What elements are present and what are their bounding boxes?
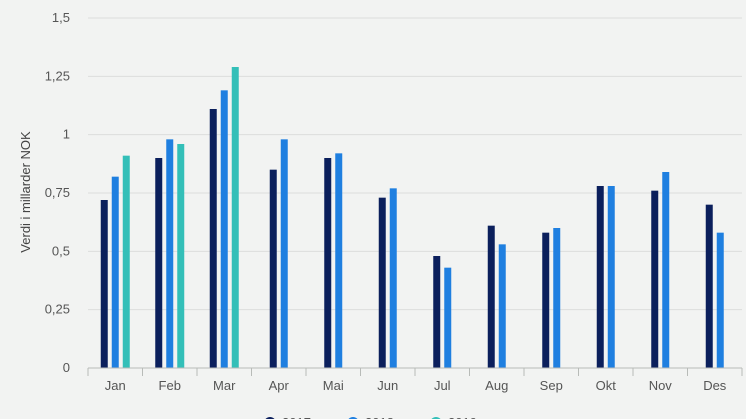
bar-2018-apr [280, 139, 288, 368]
legend-item-2017[interactable]: 2017 [264, 415, 311, 419]
bars [100, 67, 724, 368]
gridlines [88, 17, 742, 311]
legend-item-2018[interactable]: 2018 [347, 415, 394, 419]
bar-2017-apr [269, 169, 277, 368]
y-tick-label: 1,25 [45, 68, 70, 83]
x-tick-label: Feb [159, 378, 181, 393]
bar-2018-nov [662, 172, 670, 368]
y-tick-label: 0 [63, 360, 70, 375]
y-tick-label: 1,5 [52, 10, 70, 25]
bar-2018-jun [389, 188, 397, 368]
bar-2017-nov [651, 190, 659, 368]
y-tick-label: 0,75 [45, 185, 70, 200]
bar-2018-jul [444, 267, 452, 368]
axes: 0 0,25 0,5 0,75 1 1,25 1,5 Jan Feb Mar Apr Mai Jun Ju… [45, 10, 743, 393]
bar-2018-des [716, 232, 724, 368]
bar-2019-feb [177, 144, 185, 368]
bar-2017-okt [596, 186, 604, 368]
bar-2018-mar [220, 90, 228, 368]
x-tick-label: Jan [105, 378, 126, 393]
y-tick-label: 0,5 [52, 243, 70, 258]
x-tick-label: Sep [540, 378, 563, 393]
bar-2017-aug [487, 225, 495, 368]
bar-2017-feb [155, 158, 163, 368]
legend[interactable]: 2017 2018 2019 [264, 415, 477, 419]
bar-2017-des [705, 204, 713, 368]
x-tick-label: Okt [596, 378, 617, 393]
bar-2018-sep [553, 228, 561, 368]
x-tick-label: Mar [213, 378, 236, 393]
bar-2017-sep [542, 232, 550, 368]
bar-2017-jun [378, 197, 386, 368]
bar-2018-aug [498, 244, 506, 368]
y-tick-label: 1 [63, 127, 70, 142]
bar-2018-feb [166, 139, 174, 368]
legend-label: 2018 [365, 415, 394, 419]
bar-2019-jan [122, 155, 130, 368]
x-tick-label: Jul [434, 378, 451, 393]
y-tick-label: 0,25 [45, 302, 70, 317]
bar-2017-jul [433, 256, 441, 368]
legend-label: 2019 [448, 415, 477, 419]
x-tick-label: Jun [377, 378, 398, 393]
x-tick-label: Nov [649, 378, 673, 393]
bar-2017-mar [209, 109, 217, 368]
bar-2017-jan [100, 200, 108, 368]
x-tick-label: Mai [323, 378, 344, 393]
bar-2018-jan [111, 176, 119, 368]
bar-2018-mai [335, 153, 343, 368]
bar-2019-mar [231, 67, 239, 368]
x-tick-label: Aug [485, 378, 508, 393]
bar-2018-okt [607, 186, 615, 368]
x-tick-label: Apr [269, 378, 290, 393]
legend-item-2019[interactable]: 2019 [430, 415, 477, 419]
x-tick-label: Des [703, 378, 727, 393]
y-axis-title: Verdi i millarder NOK [18, 131, 33, 253]
legend-label: 2017 [282, 415, 311, 419]
bar-2017-mai [324, 158, 332, 368]
